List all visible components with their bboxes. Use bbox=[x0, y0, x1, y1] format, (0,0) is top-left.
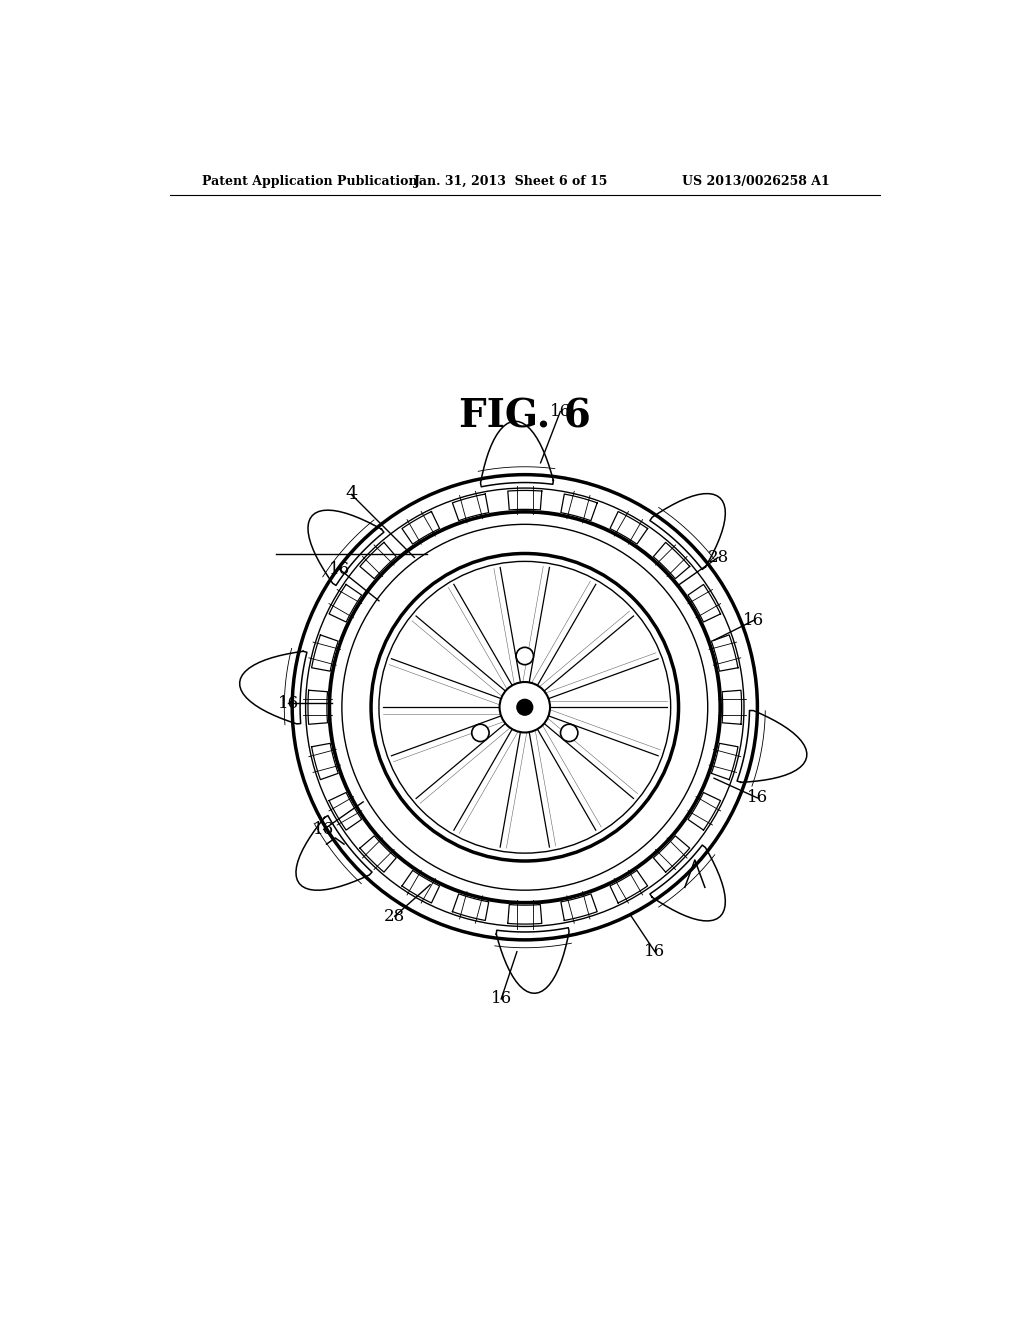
Polygon shape bbox=[453, 494, 488, 520]
Text: 16: 16 bbox=[313, 821, 334, 838]
Polygon shape bbox=[712, 743, 738, 780]
Polygon shape bbox=[653, 543, 690, 578]
Text: 16: 16 bbox=[490, 990, 512, 1007]
Circle shape bbox=[472, 725, 489, 742]
Polygon shape bbox=[296, 816, 372, 890]
Polygon shape bbox=[402, 870, 439, 903]
Polygon shape bbox=[712, 635, 738, 671]
Polygon shape bbox=[311, 635, 338, 671]
Polygon shape bbox=[650, 494, 725, 569]
Polygon shape bbox=[610, 870, 647, 903]
Circle shape bbox=[516, 647, 534, 665]
Polygon shape bbox=[561, 894, 597, 920]
Text: 16: 16 bbox=[550, 403, 570, 420]
Polygon shape bbox=[308, 690, 328, 725]
Polygon shape bbox=[402, 512, 439, 544]
Polygon shape bbox=[453, 894, 488, 920]
Polygon shape bbox=[480, 421, 553, 487]
Polygon shape bbox=[650, 845, 725, 921]
Circle shape bbox=[517, 700, 532, 715]
Text: 28: 28 bbox=[384, 908, 406, 925]
Circle shape bbox=[560, 725, 578, 742]
Polygon shape bbox=[737, 710, 807, 783]
Text: US 2013/0026258 A1: US 2013/0026258 A1 bbox=[682, 176, 830, 189]
Polygon shape bbox=[508, 904, 542, 924]
Polygon shape bbox=[610, 512, 647, 544]
Polygon shape bbox=[688, 792, 721, 830]
Text: 28: 28 bbox=[708, 549, 729, 566]
Text: 16: 16 bbox=[278, 694, 299, 711]
Polygon shape bbox=[240, 651, 307, 723]
Polygon shape bbox=[359, 543, 396, 578]
Circle shape bbox=[500, 682, 550, 733]
Polygon shape bbox=[688, 585, 721, 622]
Polygon shape bbox=[359, 836, 396, 873]
Polygon shape bbox=[508, 491, 542, 510]
Text: 16: 16 bbox=[746, 789, 768, 807]
Polygon shape bbox=[311, 743, 338, 780]
Text: 16: 16 bbox=[742, 612, 764, 630]
Text: 16: 16 bbox=[329, 561, 350, 578]
Polygon shape bbox=[308, 510, 384, 585]
Polygon shape bbox=[329, 585, 361, 622]
Polygon shape bbox=[561, 494, 597, 520]
Polygon shape bbox=[722, 690, 741, 725]
Text: 4: 4 bbox=[345, 486, 357, 503]
Polygon shape bbox=[653, 836, 690, 873]
Text: Patent Application Publication: Patent Application Publication bbox=[202, 176, 417, 189]
Polygon shape bbox=[497, 928, 569, 993]
Text: 16: 16 bbox=[644, 944, 666, 960]
Text: FIG. 6: FIG. 6 bbox=[459, 397, 591, 436]
Text: Jan. 31, 2013  Sheet 6 of 15: Jan. 31, 2013 Sheet 6 of 15 bbox=[415, 176, 609, 189]
Polygon shape bbox=[329, 792, 361, 830]
